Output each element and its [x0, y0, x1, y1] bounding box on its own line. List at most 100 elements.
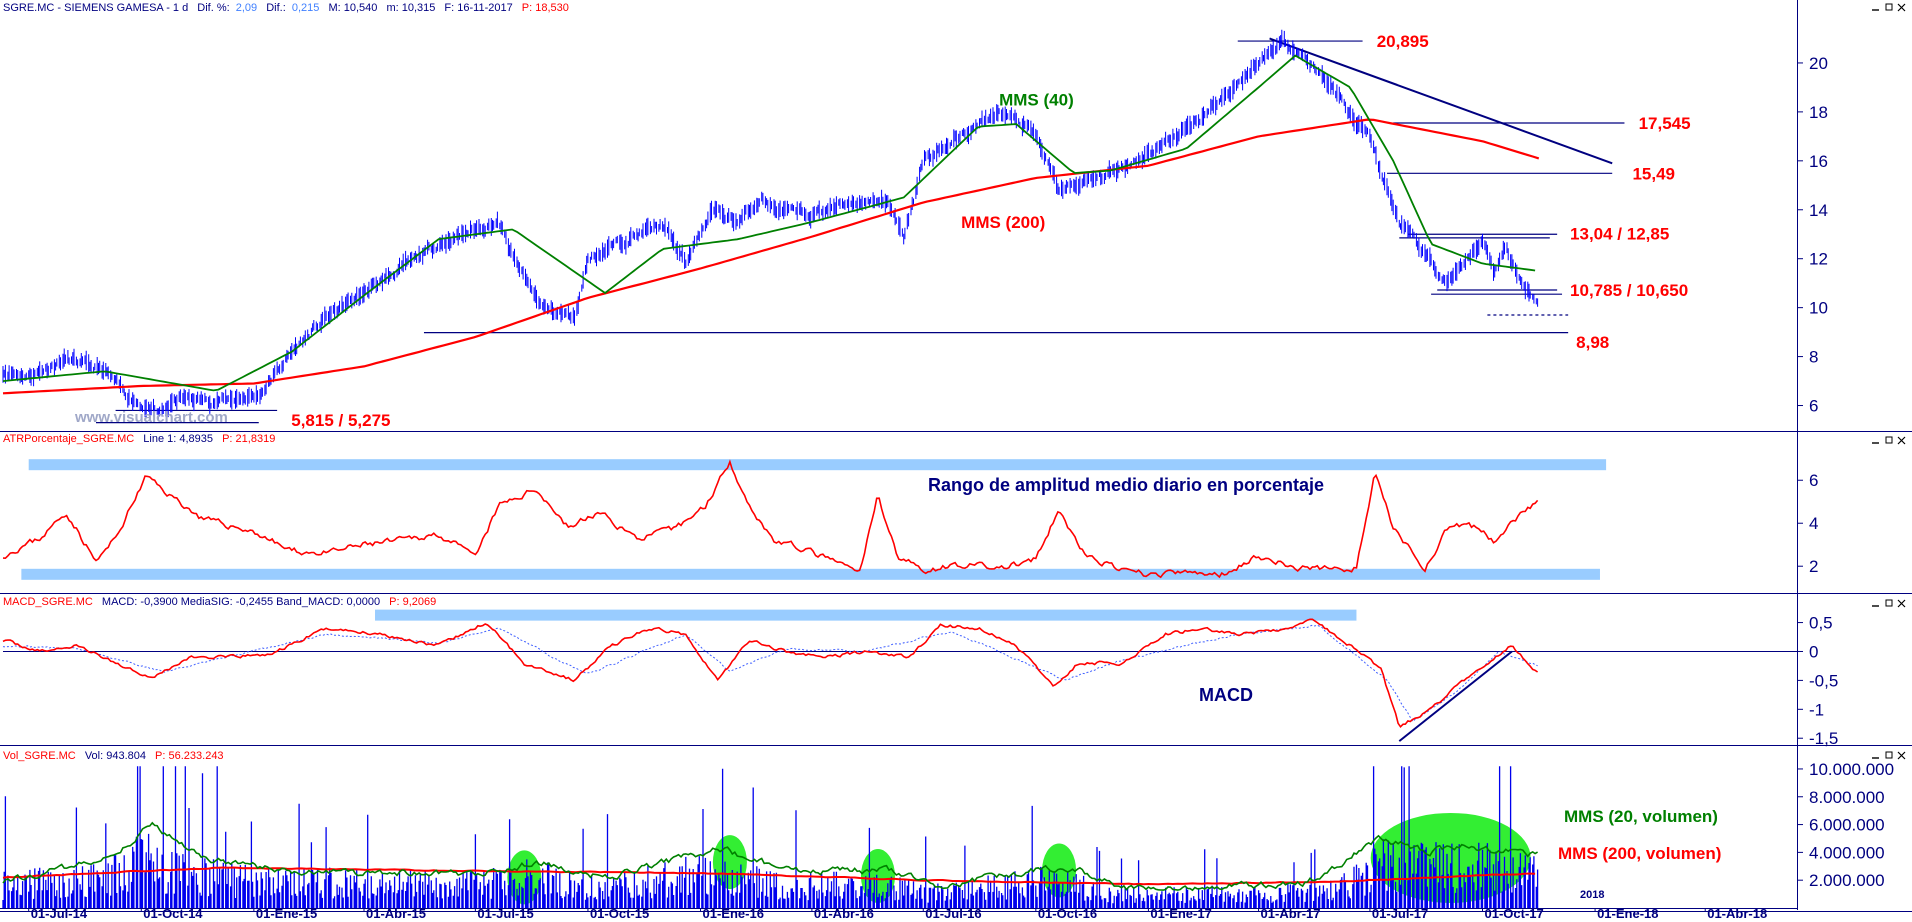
macd-header-name: MACD_SGRE.MC: [3, 596, 93, 608]
x-tick-label: 01-Oct-17: [1484, 906, 1543, 921]
x-tick-label: 01-Abr-17: [1261, 906, 1321, 921]
vol-y-tick-label: 4.000.000: [1809, 843, 1885, 862]
data-layer: 20,895 17,545 15,49 13,04 / 12,85 10,785 / 1…: [2, 29, 1691, 908]
mms200-label: MMS (200): [961, 213, 1045, 232]
restore-icon: [1885, 751, 1893, 759]
close-icon: [1897, 436, 1906, 445]
axes-layer: 6 8 10 12 14 16 18 20 2 4 6 0,5 0 -0,5 -1 -1,5 2.000.000…: [28, 54, 1894, 921]
macd-y-tick-label: -0,5: [1809, 671, 1838, 690]
price-level-label: 5,815 / 5,275: [291, 411, 390, 430]
vol-header-p: P: 56.233.243: [155, 750, 224, 762]
price-header: SGRE.MC - SIEMENS GAMESA - 1 d Dif. %: 2…: [3, 2, 569, 14]
macd-y-tick-label: 0,5: [1809, 614, 1833, 633]
x-tick-label: 01-Ene-18: [1597, 906, 1658, 921]
price-y-tick-label: 10: [1809, 299, 1828, 318]
price-level-label: 13,04 / 12,85: [1570, 224, 1669, 243]
macd-signal-line: [2, 624, 1538, 723]
price-y-tick-label: 8: [1809, 348, 1818, 367]
background-layer: [3, 37, 1797, 905]
atr-note: Rango de amplitud medio diario en porcen…: [928, 475, 1324, 495]
macd-header: MACD_SGRE.MC MACD: -0,3900 MediaSIG: -0,…: [3, 596, 436, 608]
price-level-label: 15,49: [1632, 164, 1675, 183]
vol-y-tick-label: 2.000.000: [1809, 871, 1885, 890]
price-y-tick-label: 16: [1809, 152, 1828, 171]
atr-header: ATRPorcentaje_SGRE.MC Line 1: 4,8935 P: …: [3, 433, 275, 445]
price-header-name: SGRE.MC - SIEMENS GAMESA - 1 d: [3, 2, 188, 14]
macd-y-tick-label: -1,5: [1809, 729, 1838, 748]
price-y-tick-label: 12: [1809, 250, 1828, 269]
x-tick-label: 01-Abr-16: [814, 906, 874, 921]
vol-mms20-line: [2, 821, 1539, 892]
x-tick-label: 01-Ene-16: [703, 906, 764, 921]
macd-header-values: MACD: -0,3900 MediaSIG: -0,2455 Band_MAC…: [102, 596, 380, 608]
price-y-tick-label: 18: [1809, 103, 1828, 122]
vol-note-mms20: MMS (20, volumen): [1564, 807, 1718, 826]
price-header-max: M: 10,540: [328, 2, 377, 14]
vol-y-tick-label: 8.000.000: [1809, 788, 1885, 807]
price-y-tick-label: 14: [1809, 201, 1828, 220]
vol-y-tick-label: 6.000.000: [1809, 816, 1885, 835]
price-y-tick-label: 6: [1809, 397, 1818, 416]
vol-note-mms200: MMS (200, volumen): [1558, 844, 1721, 863]
x-tick-label: 01-Oct-14: [143, 906, 203, 921]
mms200-line: [2, 118, 1540, 395]
vol-header-values: Vol: 943.804: [85, 750, 146, 762]
price-level-label: 8,98: [1576, 333, 1609, 352]
panel-header-bar: [0, 748, 1912, 762]
price-header-dif: 0,215: [292, 2, 320, 14]
price-header-difpct: 2,09: [236, 2, 257, 14]
panel-header-bar: [0, 0, 1912, 14]
atr-highlight-band: [28, 459, 1607, 471]
mms40-line: [2, 54, 1536, 392]
atr-y-tick-label: 6: [1809, 471, 1818, 490]
macd-line: [2, 618, 1539, 729]
macd-header-p: P: 9,2069: [389, 596, 436, 608]
macd-y-tick-label: 0: [1809, 642, 1818, 661]
atr-y-tick-label: 4: [1809, 514, 1818, 533]
atr-header-name: ATRPorcentaje_SGRE.MC: [3, 433, 134, 445]
macd-highlight-band: [375, 609, 1357, 621]
atr-header-values: Line 1: 4,8935: [143, 433, 213, 445]
vol-header: Vol_SGRE.MC Vol: 943.804 P: 56.233.243: [3, 750, 224, 762]
x-tick-label: 01-Jul-17: [1372, 906, 1428, 921]
vol-y-tick-label: 10.000.000: [1809, 760, 1894, 779]
x-tick-label: 01-Jul-15: [477, 906, 533, 921]
restore-icon: [1885, 599, 1893, 607]
watermark: www.visualchart.com: [74, 409, 228, 426]
atr-header-p: P: 21,8319: [222, 433, 275, 445]
restore-icon: [1885, 3, 1893, 11]
x-tick-label: 01-Abr-15: [366, 906, 426, 921]
close-icon: [1897, 3, 1906, 12]
volume-bars: [2, 766, 1539, 908]
atr-y-tick-label: 2: [1809, 557, 1818, 576]
x-tick-label: 01-Jul-16: [925, 906, 981, 921]
close-icon: [1897, 599, 1906, 608]
panel-header-bar: [0, 433, 1912, 447]
price-header-date: F: 16-11-2017: [444, 2, 512, 14]
x-tick-label: 01-Oct-15: [590, 906, 649, 921]
vol-header-name: Vol_SGRE.MC: [3, 750, 76, 762]
macd-y-tick-label: -1: [1809, 700, 1824, 719]
close-icon: [1897, 751, 1906, 760]
price-bars: [2, 29, 1539, 421]
panel-header-bar: [0, 596, 1912, 610]
price-level-label: 10,785 / 10,650: [1570, 281, 1688, 300]
x-tick-label: 01-Jul-14: [31, 906, 88, 921]
macd-trendline: [1398, 650, 1513, 742]
price-level-label: 20,895: [1377, 32, 1429, 51]
atr-highlight-band: [21, 568, 1600, 580]
price-trendline: [1269, 37, 1613, 165]
price-header-dif-label: Dif.:: [266, 2, 286, 14]
mms40-label: MMS (40): [999, 91, 1074, 110]
price-header-min: m: 10,315: [386, 2, 435, 14]
atr-line: [2, 459, 1539, 579]
vol-year-marker: 2018: [1580, 889, 1604, 901]
price-header-difpct-label: Dif. %:: [197, 2, 229, 14]
price-y-tick-label: 20: [1809, 54, 1828, 73]
price-level-label: 17,545: [1639, 114, 1691, 133]
price-header-p: P: 18,530: [522, 2, 569, 14]
restore-icon: [1885, 436, 1893, 444]
